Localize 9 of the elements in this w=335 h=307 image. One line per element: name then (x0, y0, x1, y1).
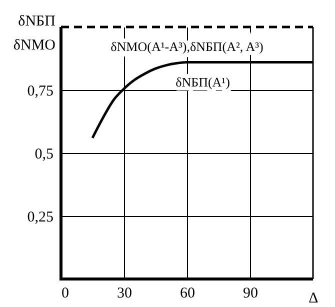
y-axis-title: δNБП δNМО (13, 14, 56, 54)
x-tick-label: 0 (62, 286, 69, 302)
y-tick-label: 0,5 (34, 146, 54, 162)
x-tick-label: 60 (180, 286, 195, 302)
y-tick-label: 0,75 (27, 84, 54, 100)
x-tick-label: 90 (243, 286, 258, 302)
x-axis-title: Δ (308, 290, 319, 306)
y-tick-label: 0,25 (27, 210, 54, 226)
x-tick-label: 30 (117, 286, 132, 302)
